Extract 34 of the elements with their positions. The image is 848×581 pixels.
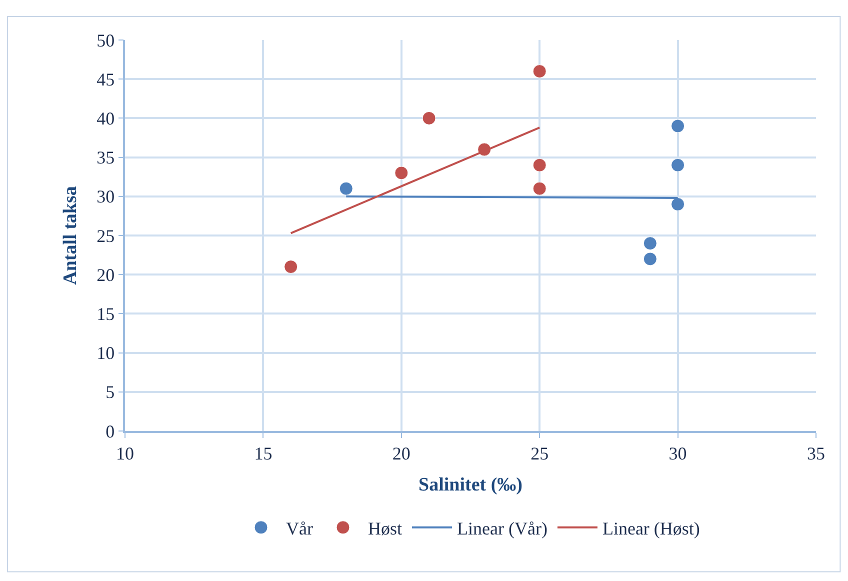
- point: [422, 111, 436, 125]
- point: [671, 158, 685, 172]
- y-tick-label: 0: [106, 421, 115, 442]
- legend-label: Linear (Vår): [457, 518, 548, 538]
- y-tick-label: 50: [96, 30, 115, 50]
- y-tick-label: 45: [96, 69, 115, 90]
- point: [284, 260, 298, 274]
- y-tick-label: 30: [96, 186, 115, 207]
- y-tick-label: 5: [106, 382, 115, 402]
- y-tick-label: 40: [96, 108, 115, 128]
- point: [532, 64, 546, 78]
- y-tick-label: 25: [96, 226, 115, 246]
- point: [643, 236, 657, 250]
- point: [532, 158, 546, 172]
- x-tick-label: 25: [530, 443, 549, 464]
- legend-label: Vår: [286, 518, 313, 538]
- x-tick-label: 15: [254, 443, 272, 464]
- point: [532, 182, 546, 196]
- point: [671, 119, 685, 133]
- point: [394, 166, 408, 180]
- legend-label: Høst: [368, 518, 402, 538]
- x-tick-label: 35: [807, 443, 825, 464]
- point: [671, 197, 685, 211]
- point: [643, 252, 657, 266]
- x-tick-label: 20: [392, 443, 410, 464]
- x-tick-label: 30: [668, 443, 687, 464]
- y-axis-title: Antall taksa: [60, 186, 81, 285]
- y-tick-label: 20: [96, 264, 115, 285]
- y-tick-label: 15: [96, 304, 115, 324]
- x-axis-title: Salinitet (‰): [418, 474, 522, 496]
- y-tick-label: 10: [96, 343, 115, 364]
- point: [339, 182, 353, 196]
- y-tick-label: 35: [96, 148, 115, 168]
- legend-label: Linear (Høst): [602, 518, 700, 538]
